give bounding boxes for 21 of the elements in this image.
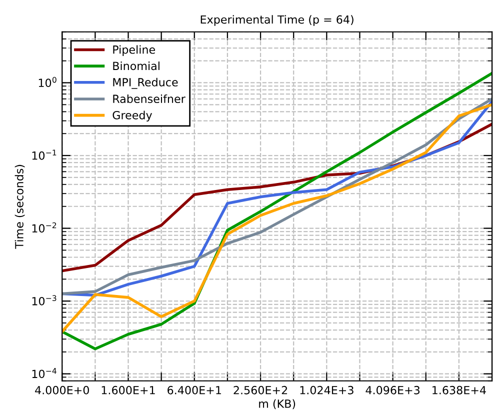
- legend-label: Rabenseifner: [113, 94, 186, 104]
- x-tick-label: 1.638E+4: [432, 386, 486, 394]
- x-tick-label: 4.000E+0: [35, 386, 89, 394]
- x-axis-title: m (KB): [259, 399, 296, 410]
- y-tick-label: 10$^{−2}$: [32, 222, 56, 233]
- x-tick-label: 1.024E+3: [300, 386, 354, 394]
- x-tick-label: 1.600E+1: [102, 386, 155, 394]
- y-tick-label: 10$^{−4}$: [32, 368, 56, 378]
- legend-label: Greedy: [112, 110, 152, 122]
- legend-label: MPI_Reduce: [113, 78, 178, 89]
- y-tick-label: 10$^{−3}$: [32, 295, 56, 306]
- x-tick-label: 2.560E+2: [234, 386, 288, 394]
- y-axis-title: Time (seconds): [14, 164, 25, 249]
- y-tick-label: 10$^{−1}$: [32, 150, 56, 160]
- legend-label: Pipeline: [113, 45, 156, 56]
- x-tick-label: 4.096E+3: [366, 386, 420, 394]
- legend-label: Binomial: [113, 62, 160, 70]
- y-tick-label: 10$^{0}$: [38, 76, 56, 88]
- chart-title: Experimental Time (p = 64): [200, 15, 354, 26]
- x-tick-label: 6.400E+1: [168, 386, 221, 394]
- line-series: [62, 103, 492, 334]
